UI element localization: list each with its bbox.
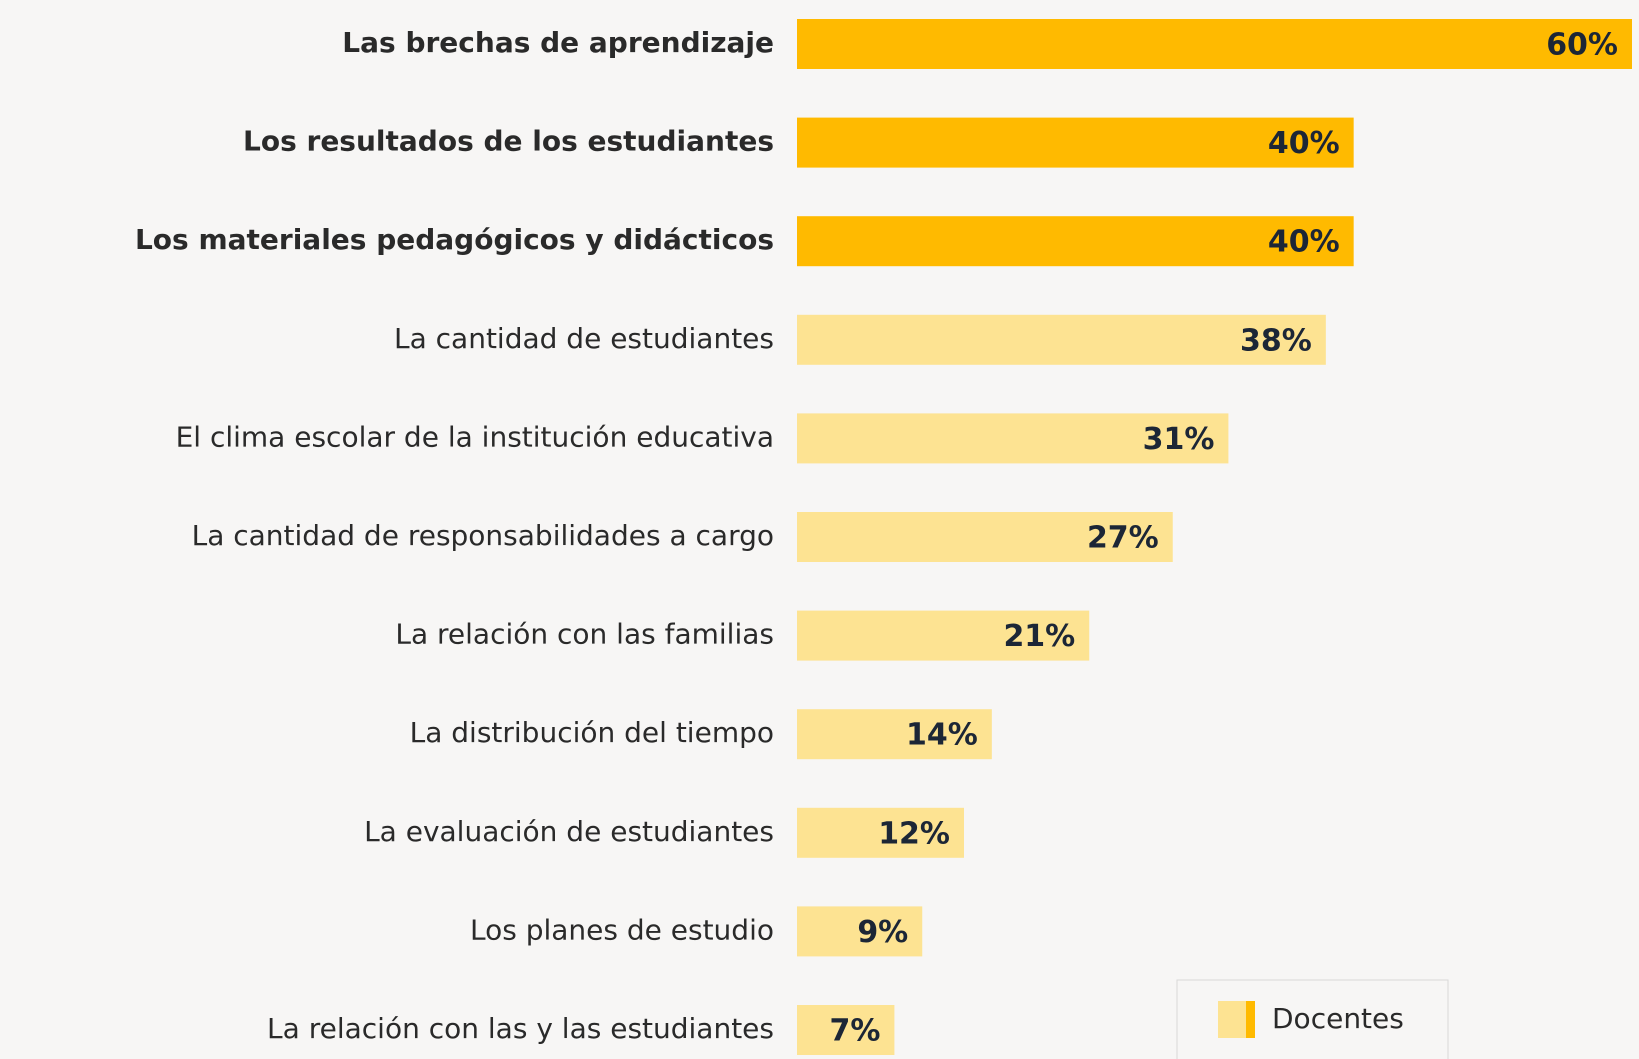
category-label: Los materiales pedagógicos y didácticos	[135, 223, 774, 256]
chart: Las brechas de aprendizaje 60% Los resulta…	[0, 0, 1639, 1059]
value-label: 60%	[1546, 28, 1618, 63]
bar	[797, 19, 1632, 69]
category-label: Los planes de estudio	[470, 913, 774, 946]
value-label: 14%	[906, 718, 978, 753]
value-label: 9%	[857, 915, 908, 950]
category-label: La evaluación de estudiantes	[364, 815, 774, 848]
value-label: 38%	[1240, 323, 1312, 358]
value-label: 7%	[829, 1014, 880, 1049]
value-label: 21%	[1003, 619, 1075, 654]
value-label: 31%	[1143, 422, 1215, 457]
legend-swatch-stripe	[1246, 1001, 1255, 1038]
value-label: 40%	[1268, 126, 1340, 161]
category-label: La cantidad de responsabilidades a cargo	[192, 519, 774, 552]
category-label: El clima escolar de la institución educa…	[176, 420, 774, 453]
category-label: La distribución del tiempo	[410, 716, 774, 749]
category-label: Los resultados de los estudiantes	[243, 125, 774, 158]
value-label: 40%	[1268, 225, 1340, 260]
category-label: La cantidad de estudiantes	[394, 322, 774, 355]
value-label: 12%	[878, 816, 950, 851]
category-label: La relación con las y las estudiantes	[267, 1012, 774, 1045]
legend-label: Docentes	[1272, 1002, 1404, 1035]
value-label: 27%	[1087, 521, 1159, 556]
category-label: Las brechas de aprendizaje	[342, 26, 774, 59]
category-label: La relación con las familias	[395, 618, 774, 651]
